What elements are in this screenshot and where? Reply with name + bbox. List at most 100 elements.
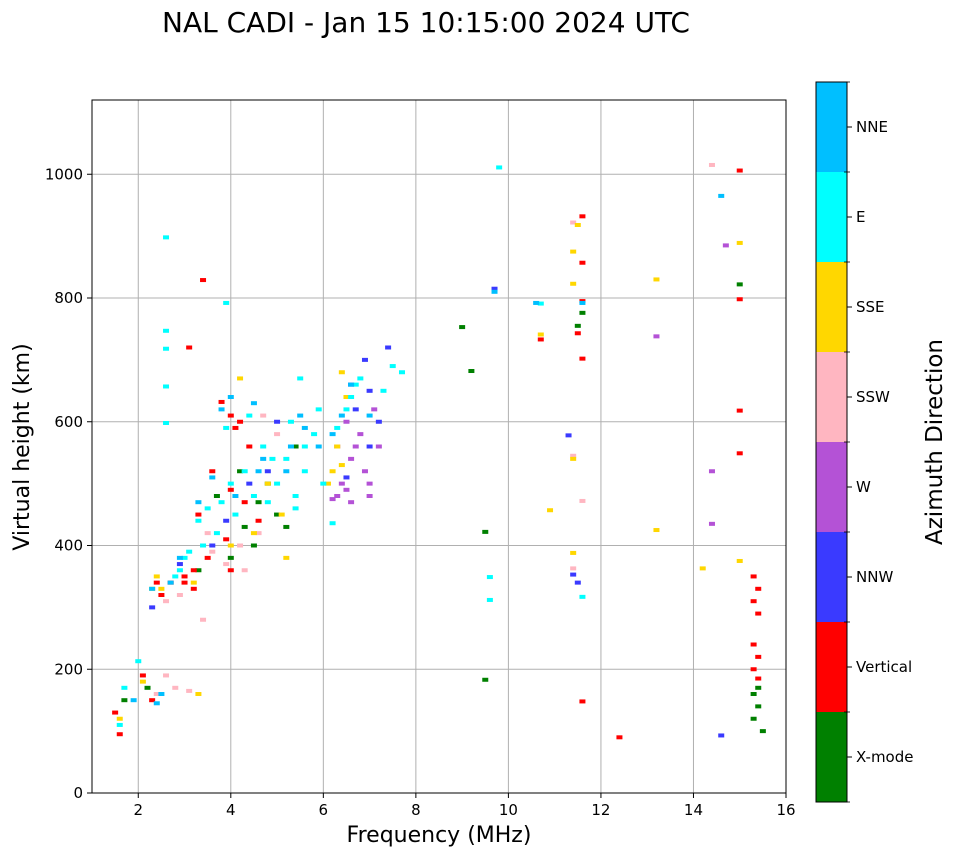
colorbar-segment-vertical — [816, 622, 847, 712]
data-point-vertical — [736, 408, 743, 413]
data-point-e — [274, 481, 281, 486]
data-point-e — [292, 494, 299, 498]
data-point-e — [204, 506, 211, 511]
data-point-sse — [570, 456, 577, 461]
data-point-sse — [653, 277, 660, 282]
data-point-w — [343, 419, 350, 424]
data-point-vertical — [574, 331, 581, 336]
data-point-ssw — [163, 673, 170, 678]
data-point-e — [121, 685, 128, 690]
plot-frame — [91, 99, 787, 794]
data-point-nne — [167, 580, 174, 585]
data-point-vertical — [616, 735, 623, 740]
data-point-vertical — [181, 574, 188, 579]
y-tick-label: 800 — [54, 289, 83, 307]
data-point-x-mode — [255, 500, 262, 505]
data-point-sse — [343, 395, 350, 399]
data-point-vertical — [200, 278, 207, 283]
data-point-w — [653, 334, 660, 339]
data-point-e — [186, 549, 193, 554]
data-point-e — [380, 388, 387, 393]
data-point-e — [176, 568, 183, 573]
x-tick-label: 12 — [591, 801, 610, 819]
data-point-x-mode — [579, 310, 586, 315]
data-point-w — [708, 469, 715, 474]
data-point-sse — [570, 281, 577, 286]
data-point-nne — [338, 413, 345, 418]
data-point-vertical — [537, 337, 544, 342]
data-point-sse — [329, 469, 336, 474]
x-axis-ticks: 2 4 6 8 10 12 14 16 — [133, 793, 796, 819]
data-point-vertical — [190, 586, 197, 591]
data-point-nnw — [385, 345, 392, 350]
data-point-sse — [158, 586, 165, 591]
data-point-nne — [718, 193, 725, 198]
data-point-nne — [533, 300, 540, 305]
data-point-nne — [579, 300, 586, 305]
data-point-e — [227, 481, 234, 486]
data-point-nnw — [491, 286, 498, 291]
data-point-x-mode — [121, 698, 128, 703]
data-point-w — [334, 494, 341, 498]
data-point-e — [163, 346, 170, 351]
data-point-w — [708, 521, 715, 526]
data-point-e — [172, 574, 179, 579]
data-point-x-mode — [227, 555, 234, 560]
data-point-nne — [297, 413, 304, 418]
data-point-w — [329, 497, 336, 502]
data-point-vertical — [237, 419, 244, 424]
data-point-w — [371, 407, 378, 412]
data-point-sse — [653, 528, 660, 533]
x-tick-label: 14 — [684, 801, 703, 819]
data-point-e — [246, 413, 253, 418]
data-point-w — [352, 444, 359, 449]
data-point-nnw — [246, 481, 253, 486]
data-point-nne — [195, 500, 202, 505]
data-point-ssw — [237, 543, 244, 548]
y-tick-label: 400 — [54, 537, 83, 555]
data-point-e — [241, 469, 248, 474]
data-point-ssw — [223, 562, 230, 567]
x-axis-title: Frequency (MHz) — [347, 823, 532, 848]
colorbar-segment-e — [816, 172, 847, 262]
data-point-w — [722, 243, 729, 248]
data-point-nne — [227, 395, 234, 399]
data-point-vertical — [232, 425, 239, 430]
data-point-nne — [149, 586, 156, 591]
data-point-e — [163, 420, 170, 425]
data-point-e — [163, 235, 170, 240]
data-point-e — [135, 659, 142, 664]
data-point-x-mode — [482, 529, 489, 534]
data-point-e — [223, 425, 230, 430]
data-point-nnw — [375, 419, 382, 424]
data-point-e — [320, 481, 327, 486]
data-point-e — [218, 500, 225, 505]
data-point-e — [195, 518, 202, 523]
data-point-sse — [278, 512, 285, 517]
data-point-vertical — [227, 487, 234, 492]
data-point-vertical — [750, 574, 757, 579]
data-point-e — [329, 521, 336, 526]
data-point-x-mode — [459, 325, 466, 330]
data-point-ssw — [186, 688, 193, 693]
data-point-vertical — [139, 673, 146, 678]
data-point-nnw — [149, 605, 156, 610]
data-point-x-mode — [750, 692, 757, 696]
data-point-ssw — [255, 531, 262, 536]
colorbar-label: NNE — [856, 118, 888, 136]
data-point-vertical — [736, 297, 743, 302]
data-point-ssw — [209, 549, 216, 554]
data-point-e — [287, 419, 294, 424]
data-point-nnw — [264, 469, 271, 474]
data-point-nnw — [176, 562, 183, 567]
data-point-x-mode — [750, 716, 757, 721]
x-tick-label: 2 — [133, 801, 143, 819]
data-point-e — [301, 444, 308, 449]
data-point-e — [301, 469, 308, 474]
data-point-nnw — [574, 580, 581, 585]
data-point-e — [348, 395, 355, 399]
colorbar-label: E — [856, 208, 865, 226]
data-point-e — [334, 425, 341, 430]
colorbar-label: Vertical — [856, 658, 912, 676]
data-point-w — [357, 432, 364, 437]
